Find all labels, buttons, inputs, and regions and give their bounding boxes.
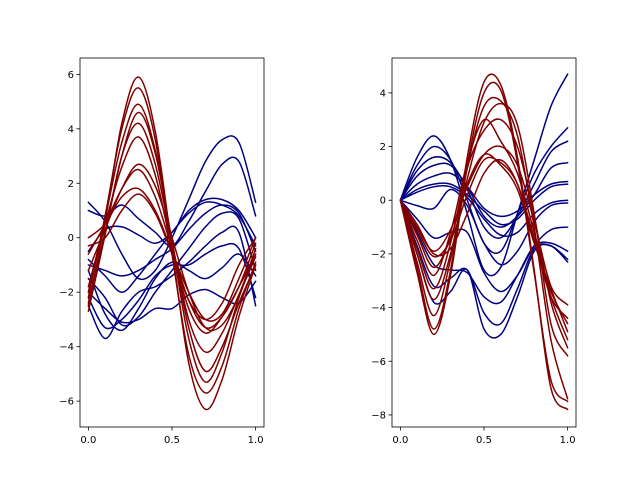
y-tick-label: 4 xyxy=(380,88,386,99)
y-tick-label: 4 xyxy=(68,124,74,135)
series-line-21 xyxy=(399,158,569,320)
series-line-4 xyxy=(399,172,569,218)
series-line-6 xyxy=(87,253,257,332)
x-tick-label: 0.5 xyxy=(164,435,180,446)
series-line-5 xyxy=(399,182,569,226)
series-line-18 xyxy=(87,187,257,322)
y-tick-label: −6 xyxy=(59,397,74,408)
series-line-13 xyxy=(399,81,569,403)
left-subplot: 0.0 0.5 1.0 −6 −4 −2 0 2 4 6 xyxy=(59,57,265,446)
x-tick-label: 1.0 xyxy=(560,435,576,446)
y-tick-label: −8 xyxy=(371,410,386,421)
series-line-1 xyxy=(399,127,569,254)
series-line-6 xyxy=(399,185,569,237)
series-line-7 xyxy=(399,188,569,266)
x-tick-label: 0.5 xyxy=(476,435,492,446)
series-line-19 xyxy=(399,156,569,325)
series-line-0 xyxy=(399,73,569,277)
y-tick-label: 0 xyxy=(380,196,386,207)
series-line-9 xyxy=(87,280,257,324)
series-line-7 xyxy=(87,242,257,330)
x-tick-label: 0.0 xyxy=(392,435,408,446)
y-tick-label: −2 xyxy=(371,249,386,260)
series-line-3 xyxy=(87,201,257,293)
x-tick-label: 0.0 xyxy=(80,435,96,446)
series-line-19 xyxy=(87,193,257,321)
right-subplot: 0.0 0.5 1.0 −8 −6 −4 −2 0 2 4 xyxy=(371,57,577,446)
y-tick-label: −2 xyxy=(59,288,74,299)
y-tick-label: 2 xyxy=(380,142,386,153)
x-tick-label: 1.0 xyxy=(248,435,264,446)
series-line-14 xyxy=(87,122,257,354)
series-line-17 xyxy=(87,168,257,329)
series-line-14 xyxy=(399,96,569,400)
y-tick-label: −4 xyxy=(59,342,74,353)
y-tick-label: −6 xyxy=(371,357,386,368)
y-tick-label: 0 xyxy=(68,233,74,244)
series-line-2 xyxy=(399,140,569,239)
y-tick-label: 6 xyxy=(68,70,74,81)
series-line-3 xyxy=(399,161,569,228)
y-tick-label: 2 xyxy=(68,179,74,190)
y-tick-label: −4 xyxy=(371,303,386,314)
